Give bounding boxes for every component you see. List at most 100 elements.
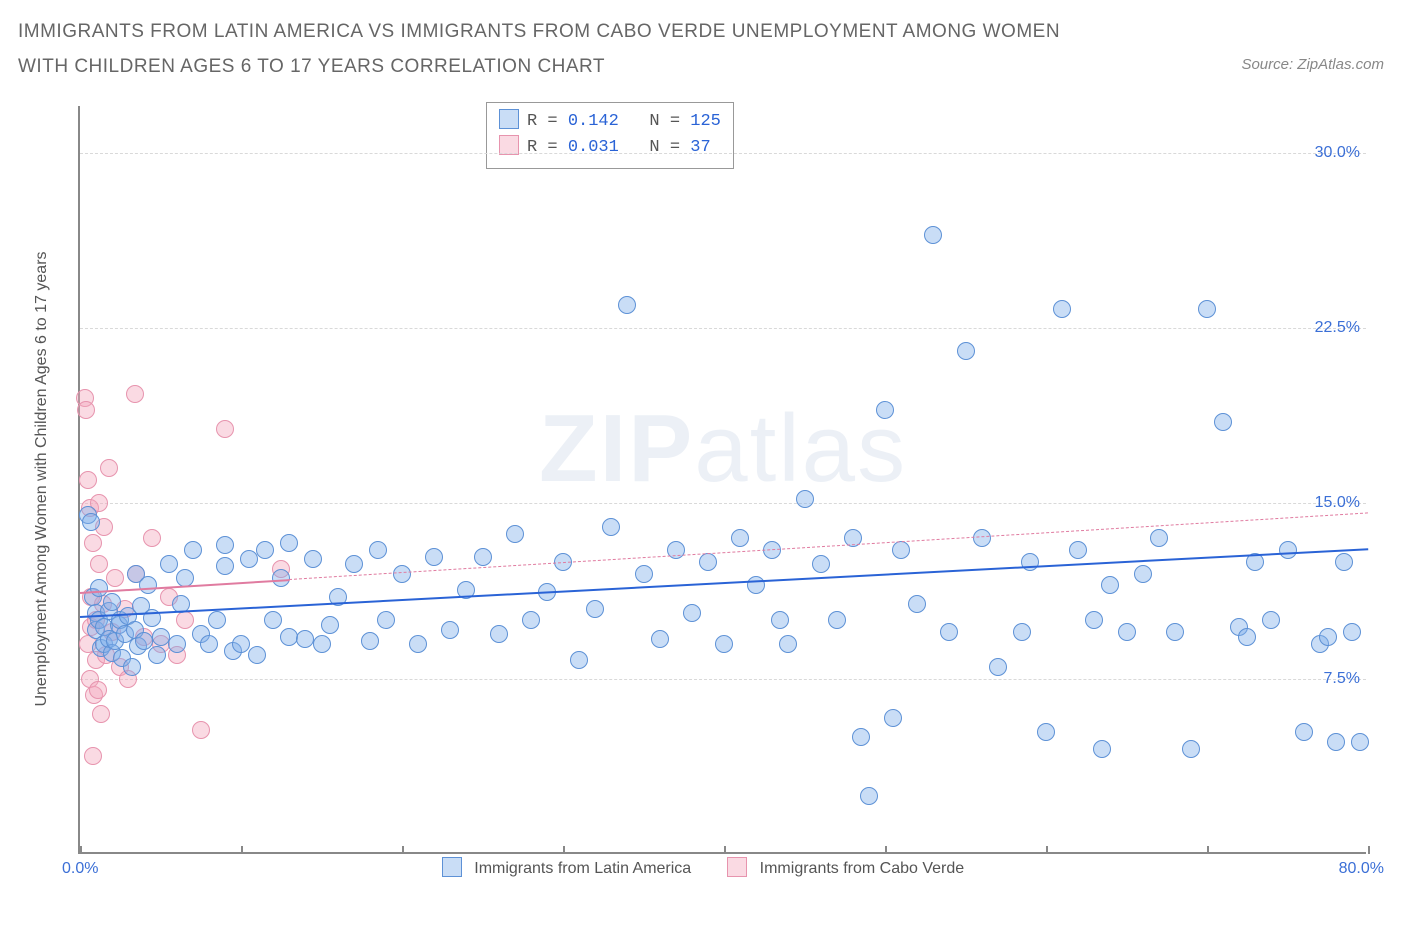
data-point-latin <box>973 529 991 547</box>
data-point-latin <box>248 646 266 664</box>
data-point-latin <box>313 635 331 653</box>
watermark: ZIPatlas <box>539 394 907 504</box>
data-point-latin <box>321 616 339 634</box>
x-tick <box>241 846 243 854</box>
data-point-latin <box>409 635 427 653</box>
data-point-latin <box>884 709 902 727</box>
data-point-latin <box>812 555 830 573</box>
data-point-cabo <box>143 529 161 547</box>
data-point-latin <box>506 525 524 543</box>
x-tick <box>563 846 565 854</box>
data-point-latin <box>618 296 636 314</box>
data-point-latin <box>369 541 387 559</box>
gridline <box>80 503 1366 504</box>
gridline <box>80 679 1366 680</box>
data-point-latin <box>216 536 234 554</box>
data-point-latin <box>1101 576 1119 594</box>
x-tick <box>402 846 404 854</box>
data-point-latin <box>393 565 411 583</box>
x-tick <box>724 846 726 854</box>
legend-item-latin: Immigrants from Latin America <box>442 857 691 878</box>
data-point-latin <box>1182 740 1200 758</box>
data-point-cabo <box>84 534 102 552</box>
y-tick-label: 7.5% <box>1324 670 1360 688</box>
data-point-latin <box>635 565 653 583</box>
gridline <box>80 153 1366 154</box>
data-point-latin <box>852 728 870 746</box>
data-point-latin <box>1279 541 1297 559</box>
data-point-latin <box>304 550 322 568</box>
data-point-cabo <box>126 385 144 403</box>
legend-swatch-cabo <box>727 857 747 877</box>
data-point-latin <box>570 651 588 669</box>
y-tick-label: 15.0% <box>1315 494 1360 512</box>
data-point-cabo <box>216 420 234 438</box>
y-axis-title: Unemployment Among Women with Children A… <box>33 251 51 706</box>
data-point-cabo <box>92 705 110 723</box>
data-point-latin <box>908 595 926 613</box>
trend-line <box>289 513 1368 581</box>
data-point-cabo <box>79 471 97 489</box>
data-point-latin <box>747 576 765 594</box>
data-point-latin <box>1295 723 1313 741</box>
data-point-latin <box>699 553 717 571</box>
data-point-latin <box>490 625 508 643</box>
data-point-latin <box>184 541 202 559</box>
data-point-latin <box>1319 628 1337 646</box>
data-point-latin <box>924 226 942 244</box>
correlation-chart: ZIPatlas Unemployment Among Women with C… <box>18 98 1388 886</box>
data-point-latin <box>160 555 178 573</box>
data-point-latin <box>1037 723 1055 741</box>
data-point-latin <box>1150 529 1168 547</box>
data-point-latin <box>1327 733 1345 751</box>
data-point-latin <box>1118 623 1136 641</box>
data-point-latin <box>1069 541 1087 559</box>
data-point-latin <box>232 635 250 653</box>
data-point-latin <box>1238 628 1256 646</box>
data-point-latin <box>82 513 100 531</box>
data-point-latin <box>1085 611 1103 629</box>
data-point-latin <box>280 534 298 552</box>
data-point-latin <box>796 490 814 508</box>
data-point-latin <box>1198 300 1216 318</box>
data-point-latin <box>715 635 733 653</box>
y-tick-label: 30.0% <box>1315 144 1360 162</box>
x-tick <box>1368 846 1370 854</box>
data-point-latin <box>651 630 669 648</box>
data-point-latin <box>240 550 258 568</box>
stats-box: R = 0.142 N = 125R = 0.031 N = 37 <box>486 102 734 169</box>
data-point-cabo <box>77 401 95 419</box>
data-point-latin <box>425 548 443 566</box>
data-point-latin <box>602 518 620 536</box>
data-point-latin <box>361 632 379 650</box>
x-tick <box>1046 846 1048 854</box>
data-point-latin <box>731 529 749 547</box>
y-tick-label: 22.5% <box>1315 319 1360 337</box>
data-point-latin <box>779 635 797 653</box>
data-point-cabo <box>100 459 118 477</box>
data-point-latin <box>123 658 141 676</box>
stats-row-cabo: R = 0.031 N = 37 <box>499 135 721 161</box>
x-tick <box>80 846 82 854</box>
data-point-latin <box>1134 565 1152 583</box>
data-point-latin <box>256 541 274 559</box>
source-caption: Source: ZipAtlas.com <box>1241 56 1384 73</box>
data-point-latin <box>216 557 234 575</box>
data-point-cabo <box>192 721 210 739</box>
data-point-latin <box>940 623 958 641</box>
data-point-latin <box>1351 733 1369 751</box>
data-point-latin <box>522 611 540 629</box>
data-point-latin <box>989 658 1007 676</box>
data-point-latin <box>892 541 910 559</box>
data-point-latin <box>103 593 121 611</box>
data-point-latin <box>860 787 878 805</box>
data-point-latin <box>1013 623 1031 641</box>
x-tick <box>1207 846 1209 854</box>
data-point-latin <box>200 635 218 653</box>
data-point-latin <box>683 604 701 622</box>
data-point-latin <box>377 611 395 629</box>
data-point-latin <box>1093 740 1111 758</box>
bottom-legend: Immigrants from Latin America Immigrants… <box>18 857 1388 878</box>
legend-item-cabo: Immigrants from Cabo Verde <box>727 857 964 878</box>
data-point-latin <box>876 401 894 419</box>
